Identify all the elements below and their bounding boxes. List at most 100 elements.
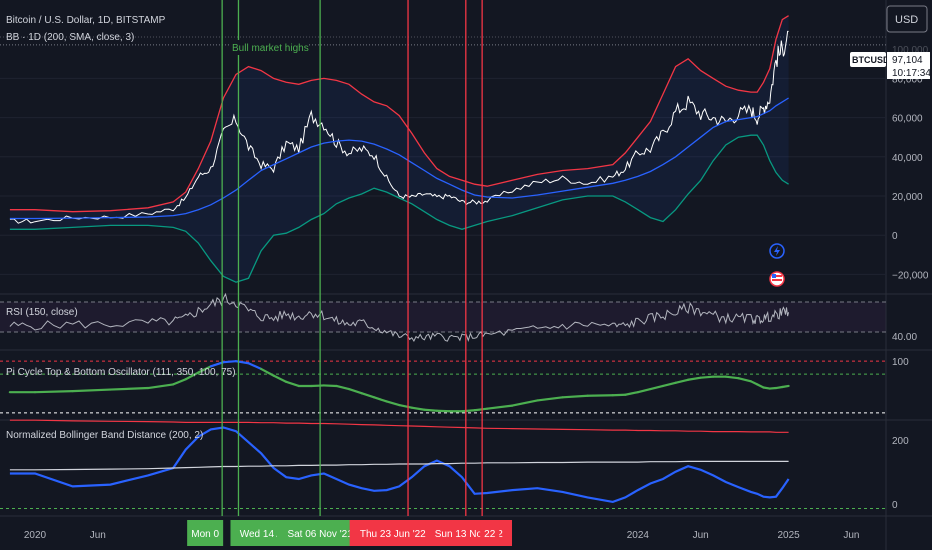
pi-oscillator-segment (197, 365, 212, 374)
lightning-event-glyph (774, 246, 780, 256)
time-axis: 2020 Jun 2024 Jun 2025 Jun Mon 0 Wed 14 Apr '21… (24, 520, 859, 546)
pi-oscillator-segment (285, 380, 300, 388)
pi-oscillator-segment (561, 394, 589, 399)
marker-date-badge (187, 520, 224, 546)
bollinger-band-fill (9, 15, 789, 283)
price-pane (0, 15, 886, 283)
rsi-axis-tick: 40.00 (892, 332, 917, 343)
pi-oscillator-segment (322, 384, 338, 388)
nbb-distance-line (9, 426, 790, 504)
pi-oscillator-segment (781, 384, 790, 389)
pi-oscillator-segment (649, 384, 665, 391)
nbb-title[interactable]: Normalized Bollinger Band Distance (200,… (6, 430, 203, 441)
pi-oscillator-segment (636, 387, 652, 394)
pi-oscillator-segment (184, 371, 200, 381)
symbol-badge-label: BTCUSD (852, 55, 890, 65)
pi-oscillator-segment (347, 387, 363, 395)
rsi-title[interactable]: RSI (150, close) (6, 307, 78, 318)
pi-oscillator-segment (460, 409, 476, 413)
nbb-upper-level-line (9, 419, 789, 433)
nbb-axis-tick-0: 0 (892, 500, 898, 511)
marker-date-badge (276, 520, 364, 546)
indicator-legend[interactable]: BB · 1D (200, SMA, close, 3) (6, 32, 134, 43)
rsi-band (0, 302, 886, 332)
pi-oscillator-segment (423, 408, 439, 412)
pi-oscillator-segment (247, 362, 263, 371)
bb-lower-line (9, 134, 789, 283)
pi-oscillator-segment (310, 384, 325, 388)
marker-date-label: Thu 23 Jun '22 (360, 529, 426, 540)
pi-oscillator-segment (756, 383, 765, 389)
pi-oscillator-segment (435, 409, 451, 413)
vertical-markers (221, 0, 483, 516)
pi-cycle-pane (0, 360, 886, 414)
currency-button-label[interactable]: USD (895, 14, 918, 26)
time-tick-label: Jun (693, 530, 709, 541)
pi-oscillator-segment (360, 392, 376, 399)
marker-date-label: Wed 14 Apr '21 (240, 529, 308, 540)
currency-button[interactable] (886, 5, 928, 33)
pi-oscillator-segment (385, 400, 401, 407)
marker-date-label: Sun 13 Nov '22 (435, 529, 504, 540)
bb-upper-line (9, 15, 789, 213)
pi-oscillator-segment (373, 396, 388, 403)
pi-oscillator-segment (209, 361, 225, 368)
price-tick-label: 80,000 (892, 74, 923, 85)
price-tick-label: 60,000 (892, 114, 923, 125)
pi-oscillator-segment (586, 394, 614, 397)
pi-oscillator-segment (749, 380, 759, 386)
pi-oscillator-segment (611, 393, 627, 397)
pi-oscillator-segment (109, 386, 150, 391)
pi-oscillator-segment (486, 404, 514, 410)
pi-oscillator-segment (272, 374, 288, 383)
pi-oscillator-segment (398, 403, 413, 409)
hidden-tick-label: 100,000 (892, 45, 929, 56)
annotation-box (229, 40, 309, 55)
rsi-line (9, 292, 790, 343)
annotation-label: Bull market highs (232, 43, 309, 54)
price-tick-label: −20,000 (892, 270, 929, 281)
rsi-pane (0, 292, 886, 343)
time-tick-label: Jun (90, 530, 106, 541)
marker-date-badge (480, 520, 500, 546)
pi-oscillator-segment (259, 367, 275, 377)
bb-sma-line (9, 97, 789, 220)
price-tick-label: 20,000 (892, 192, 923, 203)
pi-oscillator-segment (410, 406, 426, 411)
price-axis: 80,000 60,000 40,000 20,000 0 −20,000 (892, 74, 929, 281)
price-badge-countdown: 10:17:34 (892, 68, 931, 79)
pi-oscillator-segment (222, 360, 238, 364)
pi-oscillator-segment (699, 375, 715, 379)
nbb-axis-tick-200: 200 (892, 436, 909, 447)
symbol-badge (850, 52, 886, 67)
time-tick-label: Jun (843, 530, 859, 541)
marker-date-label: Mon 0 (191, 529, 219, 540)
pi-oscillator-segment (536, 396, 564, 402)
pi-cycle-title[interactable]: Pi Cycle Top & Bottom Oscillator (111, 3… (6, 367, 236, 378)
chart-title: Bitcoin / U.S. Dollar, 1D, BITSTAMP (6, 15, 166, 26)
marker-date-badge (349, 520, 437, 546)
time-tick-label: 2020 (24, 530, 47, 541)
pi-oscillator-segment (624, 391, 639, 396)
nbb-distance-pane (0, 419, 886, 509)
price-tick-label: 40,000 (892, 153, 923, 164)
time-tick-label: 2025 (777, 530, 800, 541)
price-tick-label: 0 (892, 231, 898, 242)
pi-oscillator-segment (737, 377, 753, 383)
pi-oscillator-segment (674, 378, 690, 384)
nbb-middle-level-line (9, 460, 789, 471)
pi-oscillator-segment (724, 375, 740, 380)
pi-oscillator-segment (661, 381, 677, 388)
pi-oscillator-segment (146, 383, 175, 390)
pi-oscillator-segment (687, 376, 702, 381)
pi-oscillator-segment (511, 399, 539, 407)
price-badge-value: 97,104 (892, 55, 923, 66)
pi-oscillator-segment (33, 390, 74, 394)
us-flag-canton (772, 274, 776, 278)
price-badge (887, 52, 930, 79)
pi-oscillator-segment (172, 378, 187, 386)
pi-oscillator-segment (71, 388, 112, 393)
marker-date-label: 22 (484, 529, 496, 540)
us-flag-stripe (772, 279, 782, 281)
